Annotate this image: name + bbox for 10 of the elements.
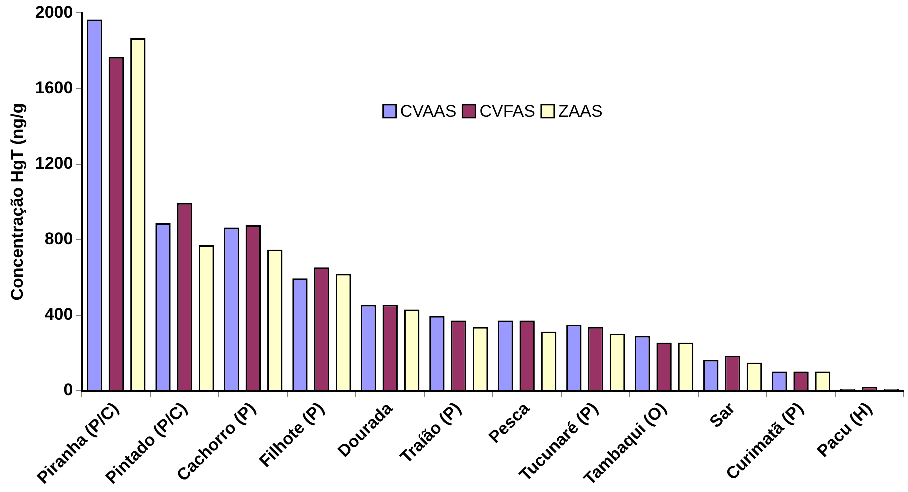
y-tick-label: 0 — [64, 380, 74, 400]
y-tick-label: 1200 — [35, 154, 74, 174]
y-tick-label: 800 — [44, 230, 74, 249]
y-tick-label: 1600 — [35, 78, 74, 98]
legend-label: CVFAS — [480, 102, 536, 122]
legend-label: CVAAS — [400, 102, 457, 122]
y-axis-title: Concentração HgT (ng/g — [8, 103, 27, 301]
legend-label: ZAAS — [558, 102, 603, 122]
y-tick-label: 2000 — [35, 2, 74, 22]
y-tick-label: 400 — [44, 305, 74, 324]
